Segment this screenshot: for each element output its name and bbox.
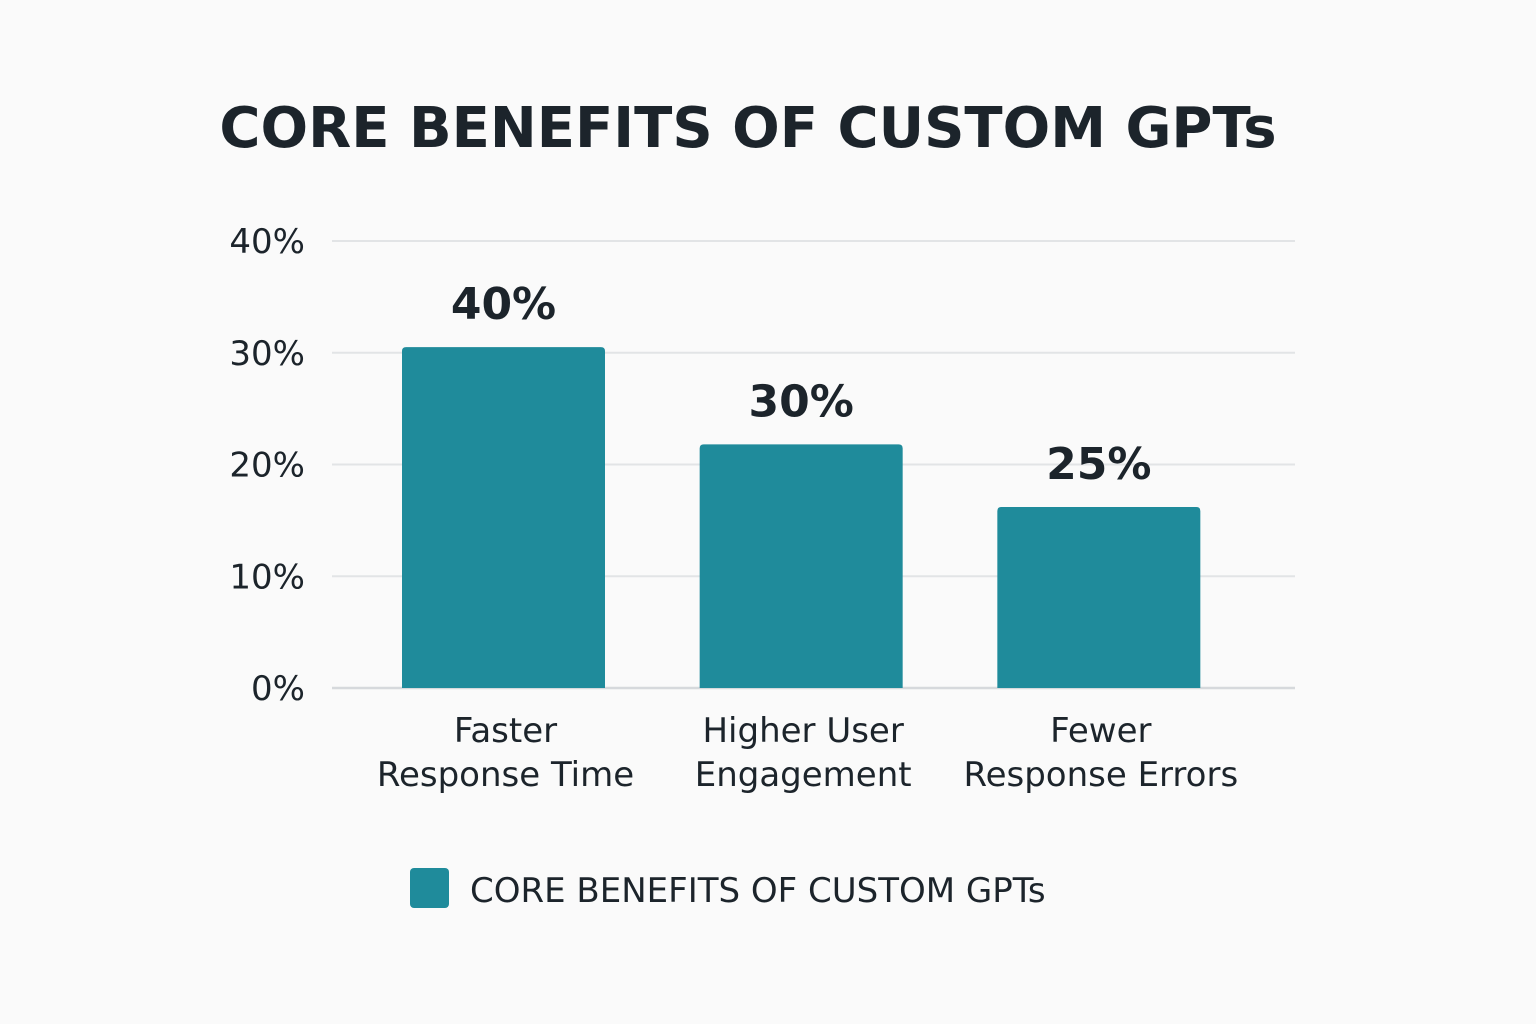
data-label: 25% [1046,439,1151,490]
legend-label: CORE BENEFITS OF CUSTOM GPTs [470,871,1046,911]
category-label-line: Faster [454,711,557,751]
y-tick-label: 40% [229,222,305,262]
bar [997,506,1201,688]
y-tick-label: 10% [229,557,305,597]
category-label: Faster Response Time [377,711,634,795]
chart-title: CORE BENEFITS OF CUSTOM GPTs [219,96,1276,161]
y-tick-label: 20% [229,446,305,486]
y-axis-ticks: 0% 10% 20% 30% 40% [229,222,305,709]
category-label-line: Response Time [377,755,634,795]
category-label-line: Fewer [1050,711,1151,751]
data-label: 30% [749,376,854,427]
category-label: Higher User Engagement [695,711,912,795]
data-labels: 40% 30% 25% [451,279,1152,490]
category-label-line: Engagement [695,755,912,795]
category-labels: Faster Response Time Higher User Engagement… [377,711,1238,795]
y-tick-label: 0% [251,669,305,709]
category-label-line: Response Errors [963,755,1238,795]
category-label-line: Higher User [702,711,903,751]
legend-swatch [410,868,449,908]
bar [699,444,903,688]
data-label: 40% [451,279,556,330]
y-tick-label: 30% [229,334,305,374]
legend: CORE BENEFITS OF CUSTOM GPTs [410,868,1046,911]
category-label: Fewer Response Errors [963,711,1238,795]
bar [402,347,605,688]
bars [402,347,1201,688]
